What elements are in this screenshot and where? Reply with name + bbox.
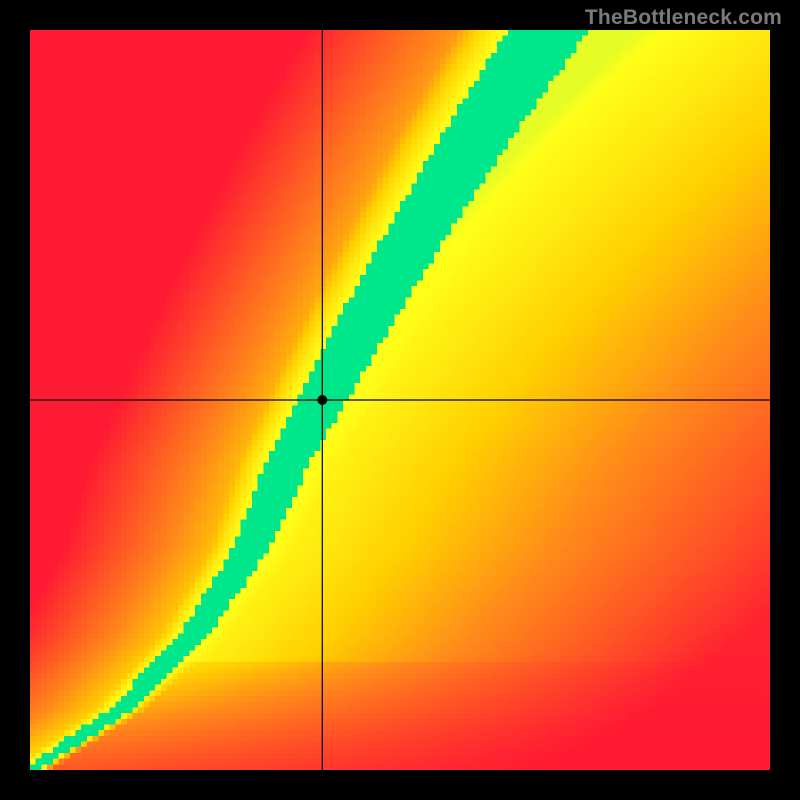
chart-container: TheBottleneck.com — [0, 0, 800, 800]
heatmap-canvas — [30, 30, 770, 770]
watermark-text: TheBottleneck.com — [585, 6, 782, 30]
